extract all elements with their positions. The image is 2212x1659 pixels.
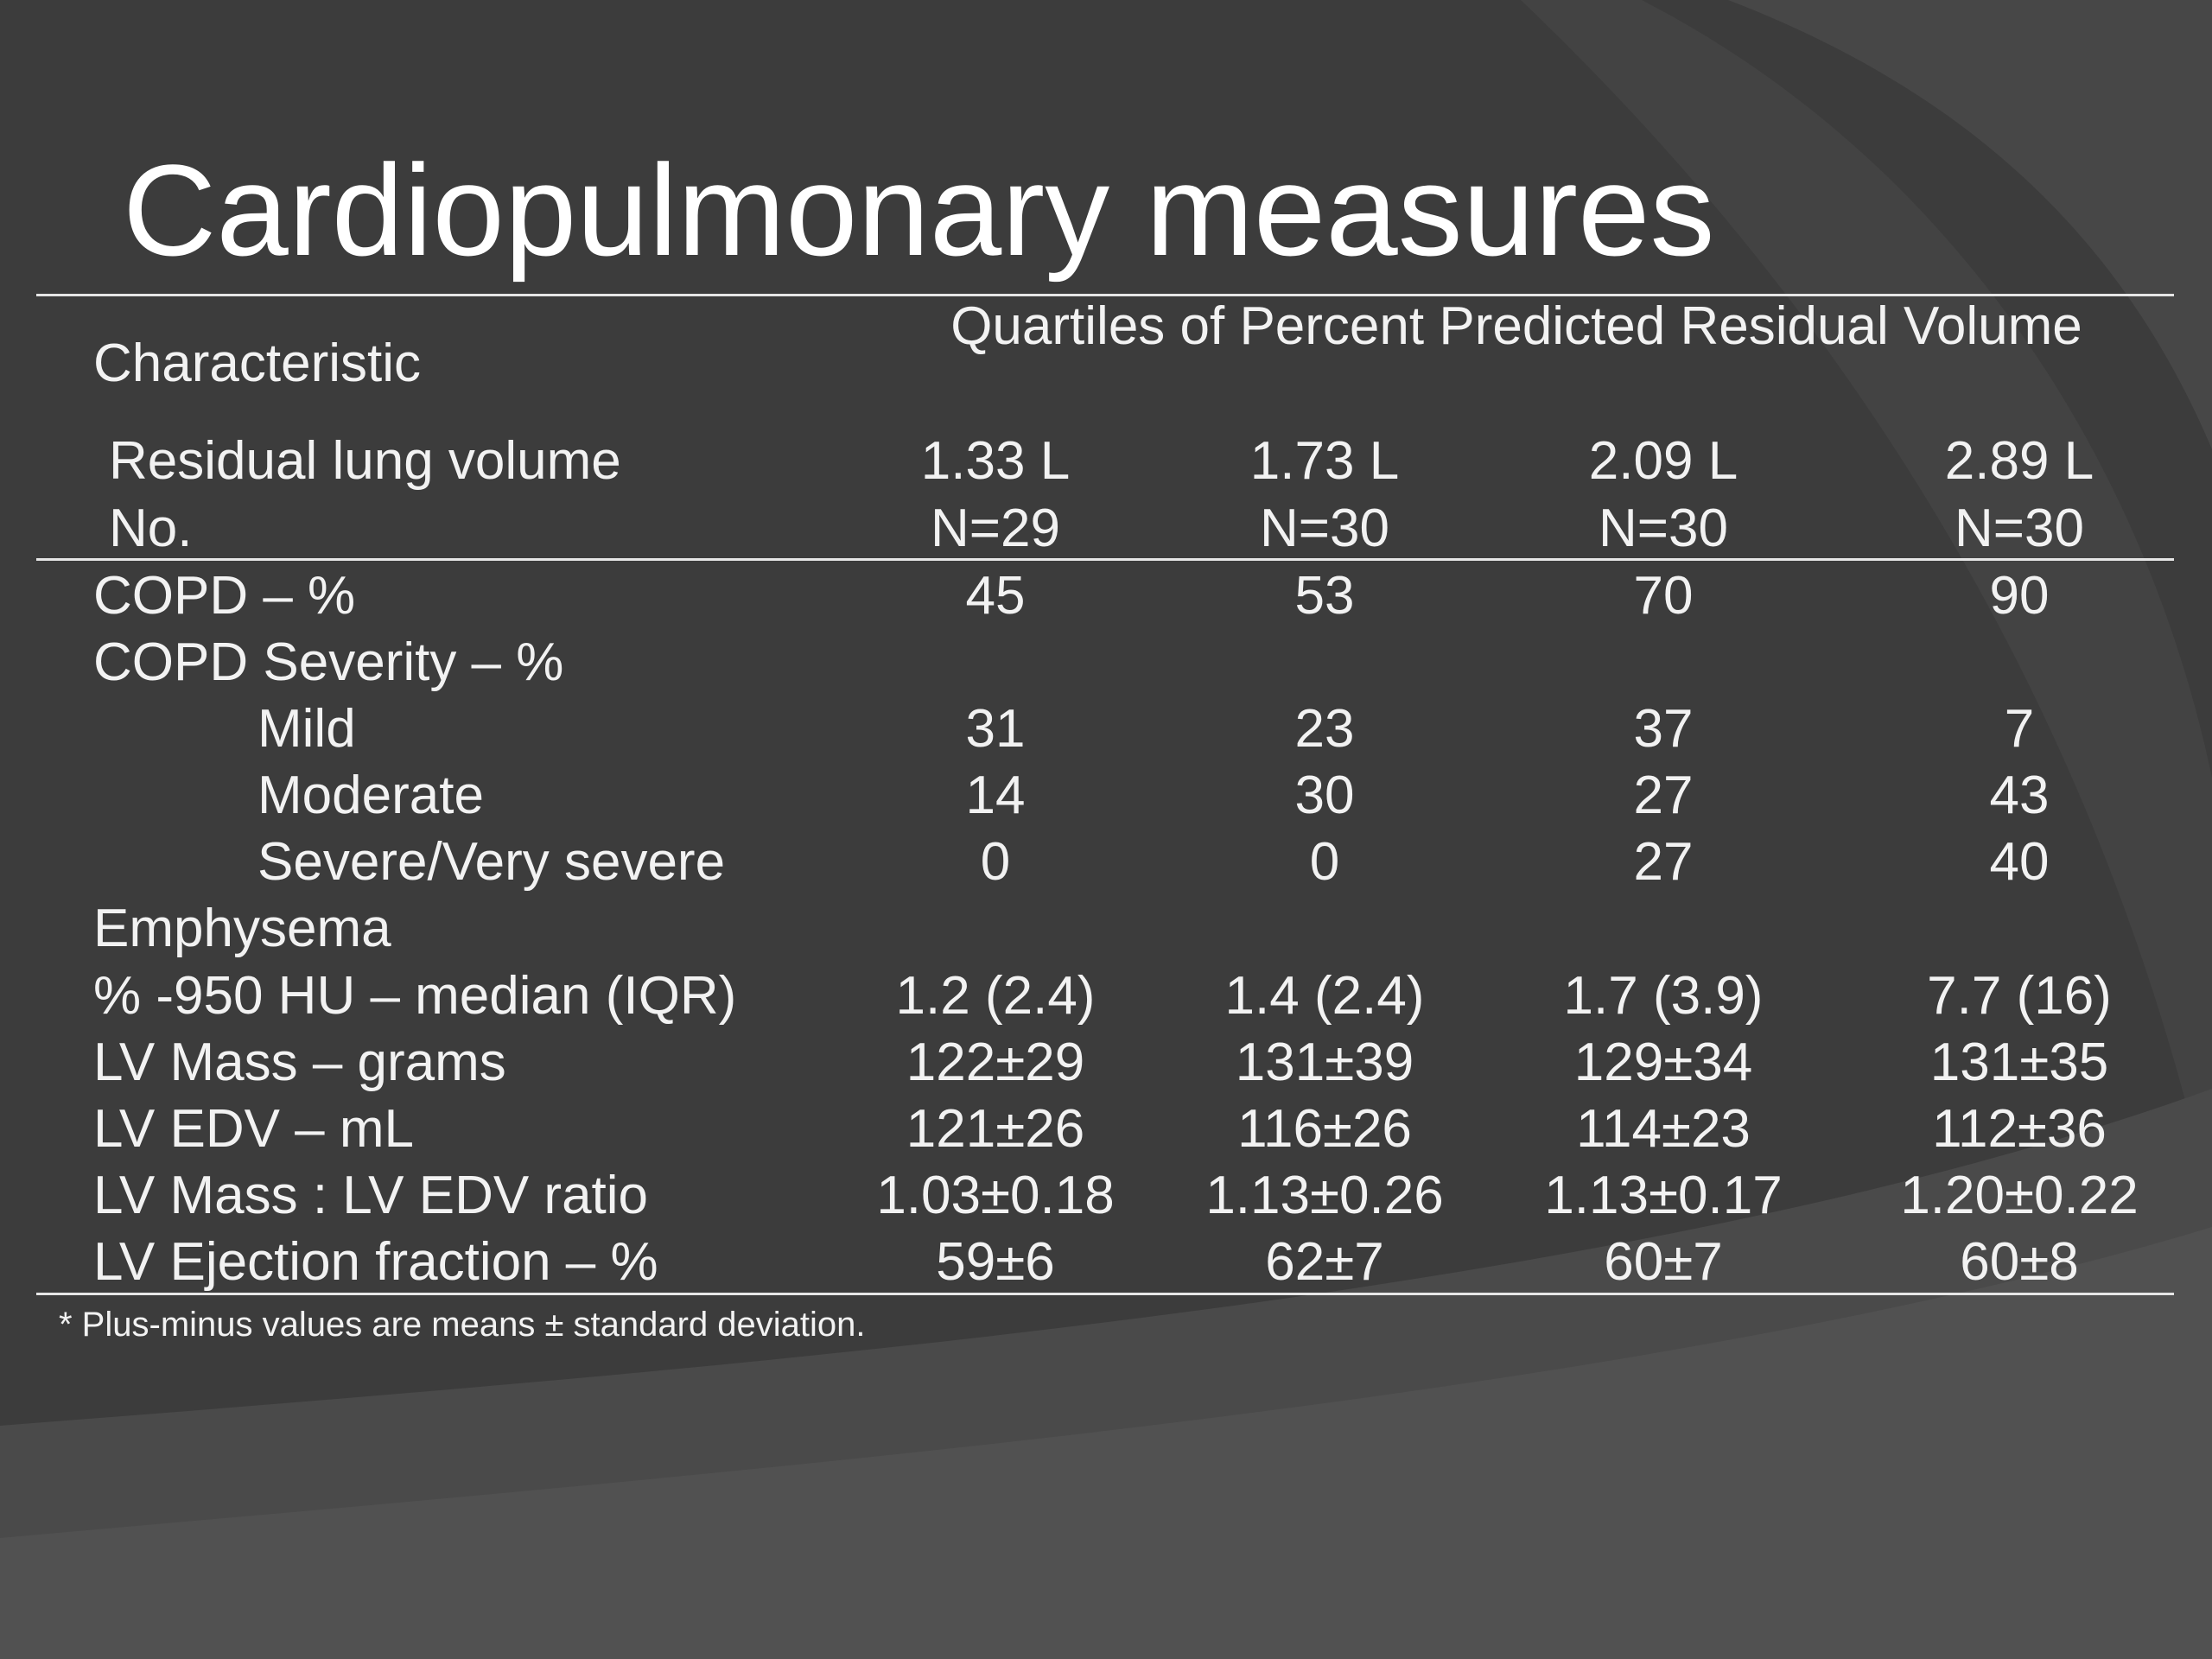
table-cell: 131±39 bbox=[1235, 1033, 1414, 1092]
footnote: * Plus-minus values are means ± standard… bbox=[59, 1306, 866, 1344]
header-bottom-rule bbox=[36, 558, 2174, 561]
table-cell: 0 bbox=[980, 832, 1011, 892]
table-cell: 45 bbox=[965, 566, 1026, 626]
header-count: N=30 bbox=[1955, 499, 2084, 558]
table-cell: 53 bbox=[1294, 566, 1355, 626]
page-title: Cardiopulmonary measures bbox=[123, 137, 1715, 283]
table-cell: 43 bbox=[1989, 766, 2050, 825]
table-cell: 27 bbox=[1633, 832, 1694, 892]
table-cell: 1.2 (2.4) bbox=[895, 966, 1096, 1026]
table-cell: 112±36 bbox=[1932, 1099, 2107, 1159]
table-cell: 60±7 bbox=[1604, 1232, 1723, 1292]
header-volume: 2.89 L bbox=[1944, 431, 2094, 491]
table-cell: 90 bbox=[1989, 566, 2050, 626]
header-characteristic: Characteristic bbox=[93, 334, 421, 393]
row-label: LV EDV – mL bbox=[93, 1099, 415, 1159]
table-cell: 70 bbox=[1633, 566, 1694, 626]
row-label: LV Ejection fraction – % bbox=[93, 1232, 658, 1292]
table-cell: 7 bbox=[2004, 699, 2035, 759]
table-cell: 40 bbox=[1989, 832, 2050, 892]
table-cell: 37 bbox=[1633, 699, 1694, 759]
table-cell: 59±6 bbox=[936, 1232, 1055, 1292]
table-cell: 30 bbox=[1294, 766, 1355, 825]
header-volume: 1.73 L bbox=[1249, 431, 1400, 491]
header-volume: 1.33 L bbox=[920, 431, 1071, 491]
header-no-label: No. bbox=[109, 499, 193, 558]
table-cell: 23 bbox=[1294, 699, 1355, 759]
row-label: Moderate bbox=[257, 766, 484, 825]
header-residual-label: Residual lung volume bbox=[109, 431, 621, 491]
header-group-title: Quartiles of Percent Predicted Residual … bbox=[950, 296, 2082, 356]
table-cell: 129±34 bbox=[1573, 1033, 1753, 1092]
table-cell: 1.7 (3.9) bbox=[1563, 966, 1764, 1026]
table-cell: 7.7 (16) bbox=[1927, 966, 2112, 1026]
table-cell: 1.20±0.22 bbox=[1900, 1166, 2139, 1225]
row-label: COPD Severity – % bbox=[93, 632, 564, 692]
table-cell: 1.13±0.26 bbox=[1205, 1166, 1444, 1225]
table-cell: 27 bbox=[1633, 766, 1694, 825]
header-volume: 2.09 L bbox=[1588, 431, 1738, 491]
table-cell: 122±29 bbox=[906, 1033, 1085, 1092]
table-cell: 131±35 bbox=[1929, 1033, 2109, 1092]
row-label: LV Mass – grams bbox=[93, 1033, 506, 1092]
table-cell: 1.13±0.17 bbox=[1544, 1166, 1783, 1225]
table-bottom-rule bbox=[36, 1293, 2174, 1295]
header-count: N=29 bbox=[931, 499, 1060, 558]
row-label: Emphysema bbox=[93, 899, 391, 958]
table-cell: 31 bbox=[965, 699, 1026, 759]
row-label: Mild bbox=[257, 699, 356, 759]
row-label: Severe/Very severe bbox=[257, 832, 726, 892]
table-cell: 14 bbox=[965, 766, 1026, 825]
header-count: N=30 bbox=[1599, 499, 1728, 558]
row-label: LV Mass : LV EDV ratio bbox=[93, 1166, 649, 1225]
table-top-rule bbox=[36, 294, 2174, 296]
table-cell: 121±26 bbox=[906, 1099, 1085, 1159]
table-cell: 62±7 bbox=[1265, 1232, 1384, 1292]
header-count: N=30 bbox=[1260, 499, 1389, 558]
table-cell: 114±23 bbox=[1576, 1099, 1751, 1159]
table-cell: 1.03±0.18 bbox=[876, 1166, 1115, 1225]
table-cell: 1.4 (2.4) bbox=[1224, 966, 1425, 1026]
row-label: COPD – % bbox=[93, 566, 356, 626]
table-cell: 116±26 bbox=[1237, 1099, 1412, 1159]
table-cell: 60±8 bbox=[1960, 1232, 2079, 1292]
table-cell: 0 bbox=[1309, 832, 1340, 892]
row-label: % -950 HU – median (IQR) bbox=[93, 966, 737, 1026]
